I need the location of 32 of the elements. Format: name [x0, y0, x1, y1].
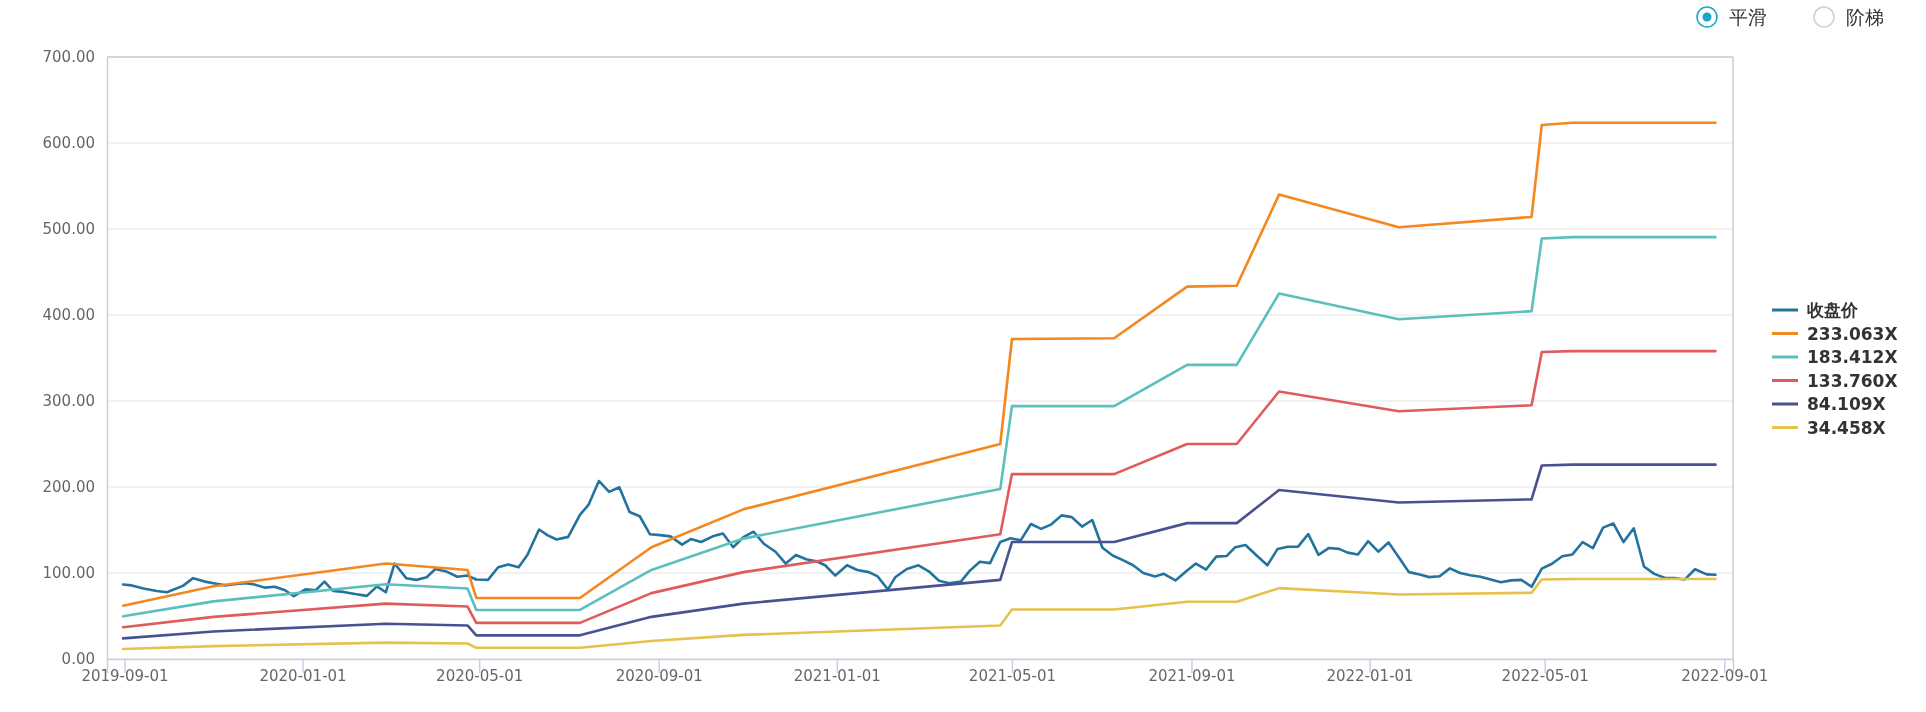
line-series [121, 349, 1717, 629]
legend-label: 34.458X [1807, 417, 1886, 438]
x-tick-label: 2020-09-01 [615, 666, 703, 685]
line-series [121, 479, 1717, 598]
text: 阶梯 [1846, 6, 1884, 28]
y-tick-label: 500.00 [42, 220, 95, 239]
legend-label: 233.063X [1807, 323, 1898, 344]
x-tick-label: 2021-09-01 [1148, 666, 1236, 685]
text: 平滑 [1729, 6, 1767, 28]
legend-label: 收盘价 [1807, 300, 1859, 320]
legend-label: 183.412X [1807, 347, 1898, 367]
y-tick-label: 200.00 [42, 478, 95, 497]
x-tick-label: 2021-01-01 [793, 666, 881, 685]
x-tick-label: 2021-05-01 [968, 666, 1057, 685]
y-tick-label: 700.00 [42, 48, 95, 67]
x-tick-label: 2022-05-01 [1501, 666, 1589, 685]
y-tick-label: 300.00 [42, 392, 95, 411]
y-tick-label: 100.00 [42, 564, 95, 583]
x-tick-label: 2022-09-01 [1681, 666, 1769, 685]
legend-label: 84.109X [1807, 394, 1886, 414]
x-tick-label: 2019-09-01 [81, 666, 169, 685]
line-series [121, 463, 1717, 640]
line-series [121, 121, 1717, 607]
legend-label: 133.760X [1807, 370, 1898, 391]
line-series [121, 235, 1717, 618]
x-tick-label: 2022-01-01 [1326, 666, 1414, 685]
x-tick-label: 2020-01-01 [259, 666, 347, 685]
y-tick-label: 0.00 [61, 650, 95, 669]
x-tick-label: 2020-05-01 [436, 666, 524, 685]
line-series [121, 577, 1717, 651]
y-tick-label: 600.00 [42, 134, 95, 153]
y-tick-label: 400.00 [42, 306, 95, 325]
